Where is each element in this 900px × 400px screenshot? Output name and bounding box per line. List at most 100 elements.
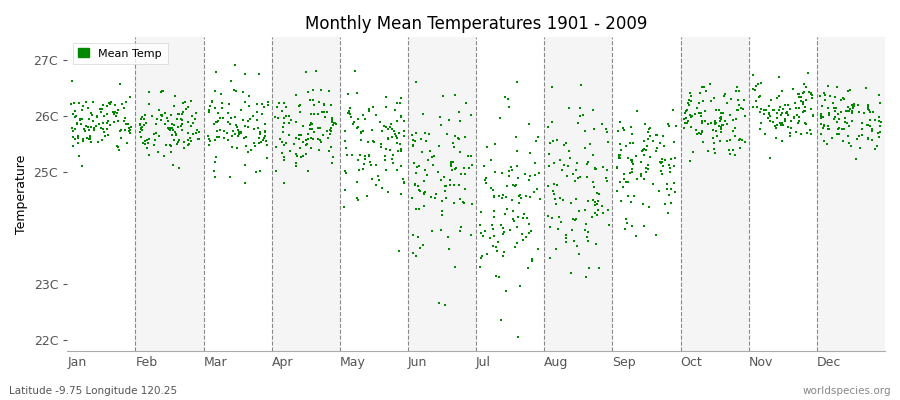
Point xyxy=(408,181,422,187)
Point xyxy=(207,120,221,127)
Point xyxy=(248,142,262,149)
Point xyxy=(508,183,523,190)
Point xyxy=(148,130,163,136)
Point xyxy=(382,135,396,142)
Point xyxy=(489,273,503,279)
Point xyxy=(625,169,639,176)
Point xyxy=(167,103,182,110)
Point xyxy=(277,114,292,121)
Point xyxy=(155,87,169,94)
Point xyxy=(249,116,264,123)
Point xyxy=(843,87,858,94)
Point xyxy=(357,161,372,167)
Point xyxy=(136,140,150,147)
Point xyxy=(588,166,602,172)
Point xyxy=(501,104,516,110)
Point xyxy=(658,200,672,207)
Point xyxy=(323,127,338,133)
Point xyxy=(768,123,782,129)
Point xyxy=(452,182,466,188)
Point xyxy=(77,128,92,134)
Point xyxy=(192,129,206,136)
Point xyxy=(699,88,714,94)
Point xyxy=(300,140,314,147)
Point xyxy=(329,121,344,128)
Point xyxy=(589,241,603,248)
Point xyxy=(94,125,108,131)
Point xyxy=(445,167,459,174)
Point xyxy=(794,94,808,100)
Point xyxy=(434,227,448,233)
Point xyxy=(760,115,775,121)
Point xyxy=(803,126,817,133)
Point xyxy=(153,117,167,124)
Point xyxy=(108,109,122,115)
Point xyxy=(238,179,252,186)
Point xyxy=(526,188,541,195)
Point xyxy=(432,300,446,306)
Point xyxy=(513,192,527,198)
Point xyxy=(677,125,691,131)
Point xyxy=(342,108,356,115)
Point xyxy=(680,118,695,124)
Point xyxy=(390,117,404,124)
Point xyxy=(246,113,260,119)
Point xyxy=(415,111,429,118)
Point xyxy=(417,203,431,209)
Point xyxy=(76,138,90,144)
Point xyxy=(169,140,184,147)
Point xyxy=(521,265,535,272)
Point xyxy=(356,128,370,134)
Point xyxy=(71,135,86,141)
Point xyxy=(639,169,653,175)
Point xyxy=(655,156,670,162)
Point xyxy=(76,102,90,109)
Point xyxy=(835,138,850,144)
Point xyxy=(814,130,828,137)
Point xyxy=(442,246,456,252)
Point xyxy=(753,120,768,126)
Point xyxy=(208,136,222,143)
Bar xyxy=(817,37,885,351)
Point xyxy=(166,121,180,128)
Point xyxy=(465,162,480,168)
Point xyxy=(600,166,615,173)
Point xyxy=(572,105,587,111)
Point xyxy=(394,148,409,154)
Point xyxy=(212,115,227,122)
Point xyxy=(579,274,593,280)
Point xyxy=(282,132,296,138)
Point xyxy=(542,163,556,170)
Point xyxy=(662,169,677,175)
Point xyxy=(410,183,425,190)
Point xyxy=(509,79,524,86)
Point xyxy=(641,129,655,136)
Point xyxy=(295,152,310,159)
Point xyxy=(625,158,639,165)
Point xyxy=(320,128,334,134)
Point xyxy=(547,181,562,187)
Point xyxy=(723,151,737,157)
Point xyxy=(629,233,643,240)
Point xyxy=(135,127,149,133)
Point xyxy=(590,206,605,213)
Point xyxy=(397,178,411,185)
Point xyxy=(394,113,409,120)
Point xyxy=(132,128,147,135)
Point xyxy=(544,215,559,221)
Point xyxy=(175,110,189,117)
Point xyxy=(303,135,318,141)
Point xyxy=(630,108,644,114)
Point xyxy=(873,100,887,106)
Point xyxy=(580,174,594,180)
Point xyxy=(325,119,339,126)
Point xyxy=(818,97,832,103)
Point xyxy=(369,162,383,168)
Point xyxy=(568,167,582,174)
Point xyxy=(681,100,696,106)
Point xyxy=(154,112,168,118)
Point xyxy=(549,246,563,252)
Point xyxy=(833,109,848,115)
Point xyxy=(815,125,830,131)
Point xyxy=(517,211,531,218)
